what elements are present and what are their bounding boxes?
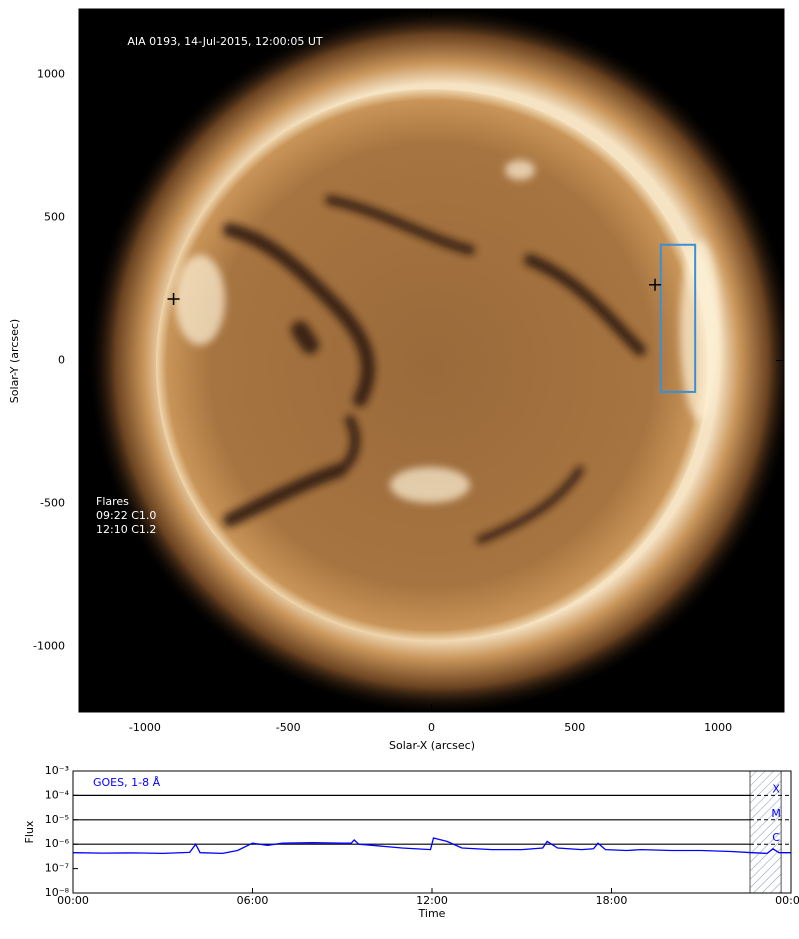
- annotation-line: 12:10 C1.2: [96, 523, 156, 536]
- series-label: GOES, 1-8 Å: [93, 776, 161, 789]
- y-tick-label: 10⁻⁶: [45, 837, 70, 850]
- goes-plot-area: [73, 771, 791, 893]
- y-tick-label: 10⁻⁴: [45, 788, 70, 801]
- y-tick-label: 10⁻⁷: [45, 862, 69, 875]
- class-level-label: M: [771, 807, 781, 820]
- class-level-label: C: [772, 831, 780, 844]
- annotation-title: Flares: [96, 495, 129, 508]
- y-tick-label: 1000: [37, 68, 65, 81]
- y-tick-label: 10⁻³: [45, 764, 69, 777]
- y-tick-label: 10⁻⁸: [45, 886, 70, 899]
- x-tick-label: 06:00: [237, 894, 269, 907]
- x-axis-label: Time: [418, 907, 446, 920]
- x-axis-label: Solar-X (arcsec): [389, 739, 475, 752]
- y-tick-label: 0: [58, 354, 65, 367]
- y-axis-label: Flux: [23, 820, 36, 843]
- x-tick-label: 00:00: [775, 894, 799, 907]
- flare-marker: [167, 293, 180, 306]
- annotation-line: 09:22 C1.0: [96, 509, 156, 522]
- sun-image: [79, 9, 784, 712]
- x-tick-label: 500: [564, 721, 585, 734]
- y-tick-label: 10⁻⁵: [45, 813, 69, 826]
- image-title: AIA 0193, 14-Jul-2015, 12:00:05 UT: [127, 35, 323, 48]
- x-tick-label: 12:00: [416, 894, 448, 907]
- shaded-region: [749, 770, 782, 894]
- x-tick-label: 00:00: [57, 894, 89, 907]
- x-tick-label: -500: [276, 721, 301, 734]
- x-tick-label: 1000: [704, 721, 732, 734]
- region-box: [659, 243, 697, 393]
- x-tick-label: 0: [428, 721, 435, 734]
- y-axis-label: Solar-Y (arcsec): [8, 319, 21, 403]
- class-level-label: X: [772, 782, 780, 795]
- y-tick-label: -500: [40, 496, 65, 509]
- flux-line: [72, 837, 791, 855]
- y-tick-label: 500: [44, 211, 65, 224]
- y-tick-label: -1000: [33, 639, 65, 652]
- flare-marker: [649, 278, 662, 291]
- x-tick-label: -1000: [129, 721, 161, 734]
- plot-frame: [72, 770, 792, 894]
- x-tick-label: 18:00: [596, 894, 628, 907]
